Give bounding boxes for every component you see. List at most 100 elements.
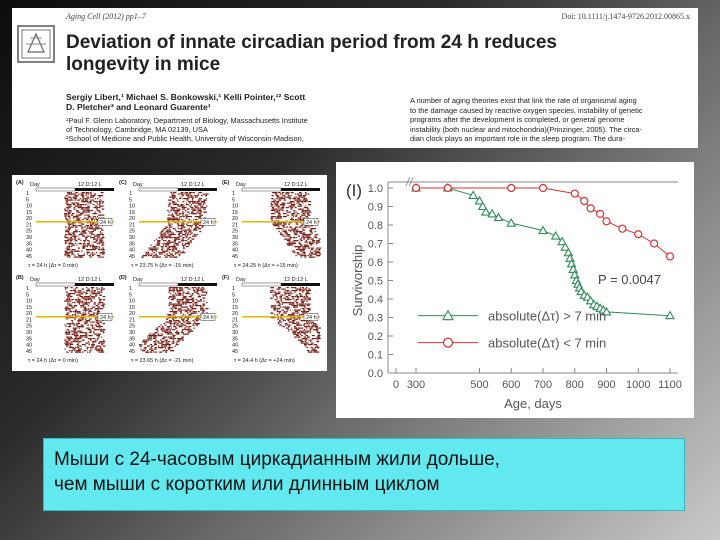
activity-mark [277, 201, 279, 202]
actogram-panel: (A) Day 12 D:12 L1510152021253035404524 hτ… [16, 180, 114, 269]
activity-mark [303, 228, 304, 229]
activity-mark [179, 206, 182, 207]
activity-mark [184, 328, 186, 329]
activity-mark [93, 195, 95, 196]
activity-mark [75, 347, 77, 348]
activity-mark [160, 233, 163, 234]
activity-mark [85, 209, 86, 210]
activity-mark [284, 307, 286, 308]
activity-mark [161, 334, 163, 335]
activity-mark [84, 227, 86, 228]
activity-mark [175, 257, 177, 258]
activity-mark [92, 213, 94, 214]
activity-mark [66, 295, 69, 296]
activity-mark [101, 242, 104, 243]
activity-mark [149, 340, 151, 341]
day-tick: 21 [232, 222, 238, 228]
activity-mark [70, 239, 72, 240]
day-tick: 45 [129, 254, 135, 260]
activity-mark [90, 331, 93, 332]
activity-mark [161, 325, 162, 326]
activity-mark [302, 308, 303, 309]
activity-mark [99, 328, 100, 329]
activity-mark [161, 346, 163, 347]
activity-mark [103, 249, 105, 250]
activity-mark [81, 302, 83, 303]
activity-mark [288, 298, 289, 299]
x-tick-label: 500 [470, 379, 488, 391]
activity-mark [165, 340, 167, 341]
activity-mark [151, 254, 153, 255]
activity-mark [141, 344, 142, 345]
activity-mark [182, 212, 184, 213]
activity-mark [139, 344, 141, 345]
activity-mark [195, 305, 197, 306]
activity-mark [74, 338, 75, 339]
activity-mark [310, 322, 311, 323]
activity-mark [152, 257, 155, 258]
activity-mark [303, 252, 305, 253]
activity-mark [165, 332, 167, 333]
activity-mark [288, 245, 290, 246]
activity-mark [187, 298, 188, 299]
activity-mark [85, 230, 87, 231]
activity-mark [183, 325, 185, 326]
activity-mark [295, 219, 298, 220]
activity-mark [101, 352, 102, 353]
activity-mark [85, 245, 87, 246]
activity-mark [149, 337, 152, 338]
activity-mark [189, 234, 190, 235]
marker-label: 24 h [306, 315, 317, 321]
activity-mark [307, 331, 310, 332]
activity-mark [71, 334, 73, 335]
activity-mark [299, 325, 300, 326]
activity-mark [286, 328, 289, 329]
activity-mark [166, 243, 168, 244]
activity-mark [291, 192, 294, 193]
activity-mark [292, 290, 294, 291]
activity-mark [191, 331, 193, 332]
activity-mark [186, 287, 188, 288]
activity-mark [319, 328, 321, 329]
activity-mark [68, 233, 70, 234]
activity-mark [299, 243, 302, 244]
activity-mark [72, 322, 73, 323]
day-tick: 5 [232, 197, 235, 203]
activity-mark [182, 198, 183, 199]
activity-mark [278, 213, 281, 214]
activity-mark [190, 240, 192, 241]
x-tick-label: 800 [566, 379, 584, 391]
activity-mark [293, 290, 294, 291]
activity-mark [294, 233, 297, 234]
activity-mark [280, 296, 283, 297]
activity-mark [65, 234, 67, 235]
activity-mark [93, 322, 94, 323]
activity-mark [88, 252, 90, 253]
activity-mark [300, 251, 302, 252]
activity-mark [90, 350, 92, 351]
activity-mark [65, 213, 68, 214]
activity-mark [193, 305, 195, 306]
series-line [416, 188, 670, 316]
activity-mark [181, 219, 183, 220]
activity-mark [173, 215, 174, 216]
activity-mark [300, 219, 302, 220]
activity-mark [306, 301, 308, 302]
activity-mark [162, 243, 163, 244]
activity-mark [287, 310, 289, 311]
activity-mark [305, 192, 307, 193]
activity-mark [302, 249, 304, 250]
activity-mark [195, 216, 198, 217]
activity-mark [278, 308, 280, 309]
activity-mark [69, 343, 71, 344]
activity-mark [312, 338, 314, 339]
activity-mark [303, 289, 305, 290]
activity-mark [187, 230, 190, 231]
activity-mark [153, 252, 155, 253]
activity-mark [171, 237, 173, 238]
activity-mark [167, 233, 170, 234]
activity-mark [101, 237, 103, 238]
activity-mark [284, 292, 286, 293]
activity-mark [311, 254, 314, 255]
activity-mark [85, 335, 87, 336]
